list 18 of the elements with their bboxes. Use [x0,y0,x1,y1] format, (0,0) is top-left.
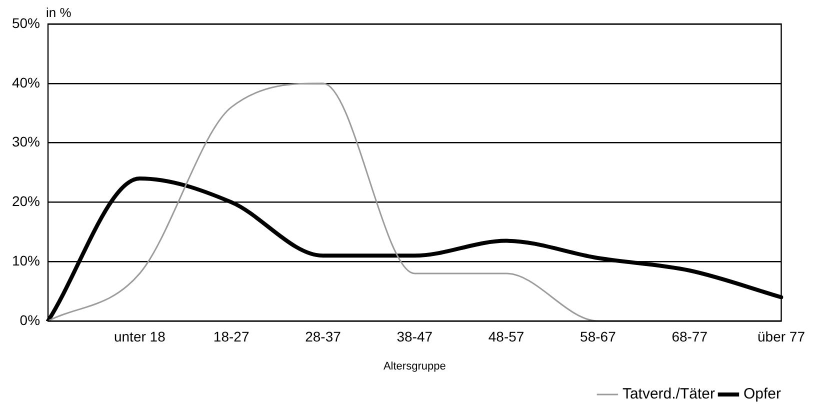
x-axis-title: Altersgruppe [383,360,446,372]
y-axis-title: in % [46,5,72,20]
legend-label: Opfer [743,386,782,403]
x-tick-label: über 77 [758,328,806,344]
x-tick-label: 38-47 [396,328,433,344]
y-tick-label: 30% [12,134,40,150]
x-tick-label: 68-77 [672,328,708,344]
y-tick-label: 20% [12,193,40,210]
x-tick-label: 28-37 [305,328,342,344]
y-tick-label: 40% [12,74,40,90]
x-tick-label: 18-27 [213,328,250,344]
y-tick-label: 0% [20,312,40,328]
x-tick-label: 48-57 [488,328,524,344]
x-tick-label: unter 18 [114,328,166,344]
legend-label: Tatverd./Täter [622,386,715,403]
x-tick-label: 58-67 [580,328,616,344]
y-tick-label: 50% [12,14,40,31]
y-tick-label: 10% [12,252,40,268]
